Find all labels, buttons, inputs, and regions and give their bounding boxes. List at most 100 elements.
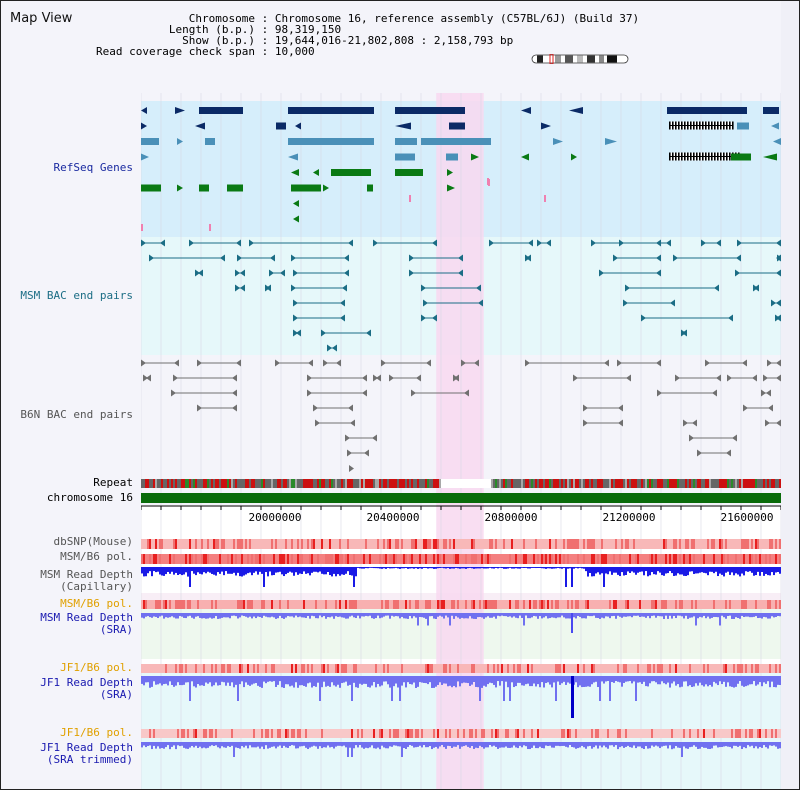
polymorphism-cell <box>705 729 707 738</box>
jf1-b6-pol-label-2[interactable]: JF1/B6 pol. <box>60 726 133 739</box>
repeat-segment <box>575 479 577 488</box>
depth-bar <box>631 742 633 748</box>
gene-feature <box>291 184 321 192</box>
depth-bar <box>295 567 297 573</box>
polymorphism-cell <box>279 729 281 738</box>
polymorphism-cell <box>693 539 695 549</box>
polymorphism-cell <box>379 600 381 609</box>
depth-bar <box>535 613 537 617</box>
polymorphism-cell <box>609 600 611 609</box>
depth-bar <box>223 676 225 683</box>
polymorphism-cell <box>339 539 341 549</box>
track-area[interactable] <box>141 93 781 789</box>
repeat-segment <box>617 479 619 488</box>
polymorphism-cell <box>555 664 557 673</box>
polymorphism-cell <box>687 554 689 564</box>
b6n-bac-pair-end <box>461 359 466 367</box>
depth-bar <box>611 742 613 746</box>
repeat-segment <box>457 479 459 488</box>
depth-bar <box>741 567 743 574</box>
msm-b6-pol-label[interactable]: MSM/B6 pol. <box>60 550 133 563</box>
polymorphism-cell <box>499 539 501 549</box>
depth-bar <box>523 742 525 746</box>
depth-bar <box>645 613 647 618</box>
repeat-segment <box>659 479 661 488</box>
depth-bar <box>629 613 631 617</box>
msm-depth-capillary-label[interactable]: MSM Read Depth <box>40 568 133 581</box>
msm-depth-sra-label[interactable]: MSM Read Depth <box>40 611 133 624</box>
repeat-segment <box>423 479 425 488</box>
repeat-segment <box>743 479 745 488</box>
depth-bar <box>323 567 325 575</box>
msm-bac-pair-end <box>489 239 494 247</box>
polymorphism-cell <box>363 600 365 609</box>
polymorphism-cell <box>153 600 155 609</box>
polymorphism-cell <box>267 554 269 564</box>
polymorphism-cell <box>551 600 553 609</box>
polymorphism-cell <box>147 554 149 564</box>
repeat-segment <box>335 479 337 488</box>
polymorphism-cell <box>533 539 535 549</box>
depth-bar <box>587 742 589 747</box>
depth-bar <box>383 676 385 682</box>
polymorphism-cell <box>711 729 713 738</box>
polymorphism-cell <box>765 554 767 564</box>
polymorphism-cell <box>675 554 677 564</box>
polymorphism-cell <box>299 729 301 738</box>
chromosome-ideogram[interactable] <box>531 54 629 64</box>
depth-bar <box>367 676 369 687</box>
depth-bar <box>321 613 323 618</box>
depth-bar <box>757 613 759 619</box>
depth-bar <box>519 742 521 746</box>
polymorphism-cell <box>541 729 543 738</box>
msm-bac-pair-end <box>656 269 661 277</box>
depth-bar <box>225 676 227 686</box>
depth-bar <box>383 613 385 617</box>
msm-b6-pol-label-2[interactable]: MSM/B6 pol. <box>60 597 133 610</box>
depth-bar <box>333 742 335 749</box>
b6n-bac-label[interactable]: B6N BAC end pairs <box>20 408 133 421</box>
polymorphism-cell <box>547 539 549 549</box>
msm-bac-label[interactable]: MSM BAC end pairs <box>20 289 133 302</box>
polymorphism-cell <box>415 729 417 738</box>
polymorphism-cell <box>563 664 565 673</box>
depth-bar <box>377 742 379 748</box>
depth-bar <box>343 742 345 746</box>
polymorphism-cell <box>213 729 215 738</box>
depth-bar <box>669 676 671 688</box>
dbsnp-label[interactable]: dbSNP(Mouse) <box>53 535 133 548</box>
gene-arrow <box>447 169 453 176</box>
polymorphism-cell <box>731 664 733 673</box>
scroll-strip[interactable] <box>781 1 799 789</box>
jf1-b6-pol-label[interactable]: JF1/B6 pol. <box>60 661 133 674</box>
depth-bar <box>543 613 545 618</box>
polymorphism-cell <box>753 600 755 609</box>
b6n-bac-pair-end <box>689 434 694 442</box>
repeat-segment <box>559 479 561 488</box>
jf1-depth-sra-label[interactable]: JF1 Read Depth <box>40 676 133 689</box>
polymorphism-cell <box>763 600 765 609</box>
depth-bar <box>565 567 567 587</box>
polymorphism-cell <box>633 600 635 609</box>
polymorphism-cell <box>625 539 627 549</box>
jf1-depth-trim-label[interactable]: JF1 Read Depth <box>40 741 133 754</box>
polymorphism-cell <box>521 554 523 564</box>
polymorphism-cell <box>661 729 663 738</box>
polymorphism-cell <box>365 664 367 673</box>
polymorphism-cell <box>165 729 167 738</box>
polymorphism-cell <box>299 539 301 549</box>
depth-bar <box>691 742 693 747</box>
depth-bar <box>439 567 441 569</box>
polymorphism-cell <box>361 664 363 673</box>
polymorphism-cell <box>165 664 167 673</box>
polymorphism-cell <box>331 539 333 549</box>
msm-bac-pair-end <box>619 239 624 247</box>
polymorphism-cell <box>339 664 341 673</box>
refseq-genes-label[interactable]: RefSeq Genes <box>53 161 133 174</box>
depth-bar <box>291 742 293 746</box>
depth-bar <box>263 676 265 682</box>
polymorphism-cell <box>457 539 459 549</box>
polymorphism-cell <box>575 539 577 549</box>
polymorphism-cell <box>497 664 499 673</box>
polymorphism-cell <box>671 600 673 609</box>
